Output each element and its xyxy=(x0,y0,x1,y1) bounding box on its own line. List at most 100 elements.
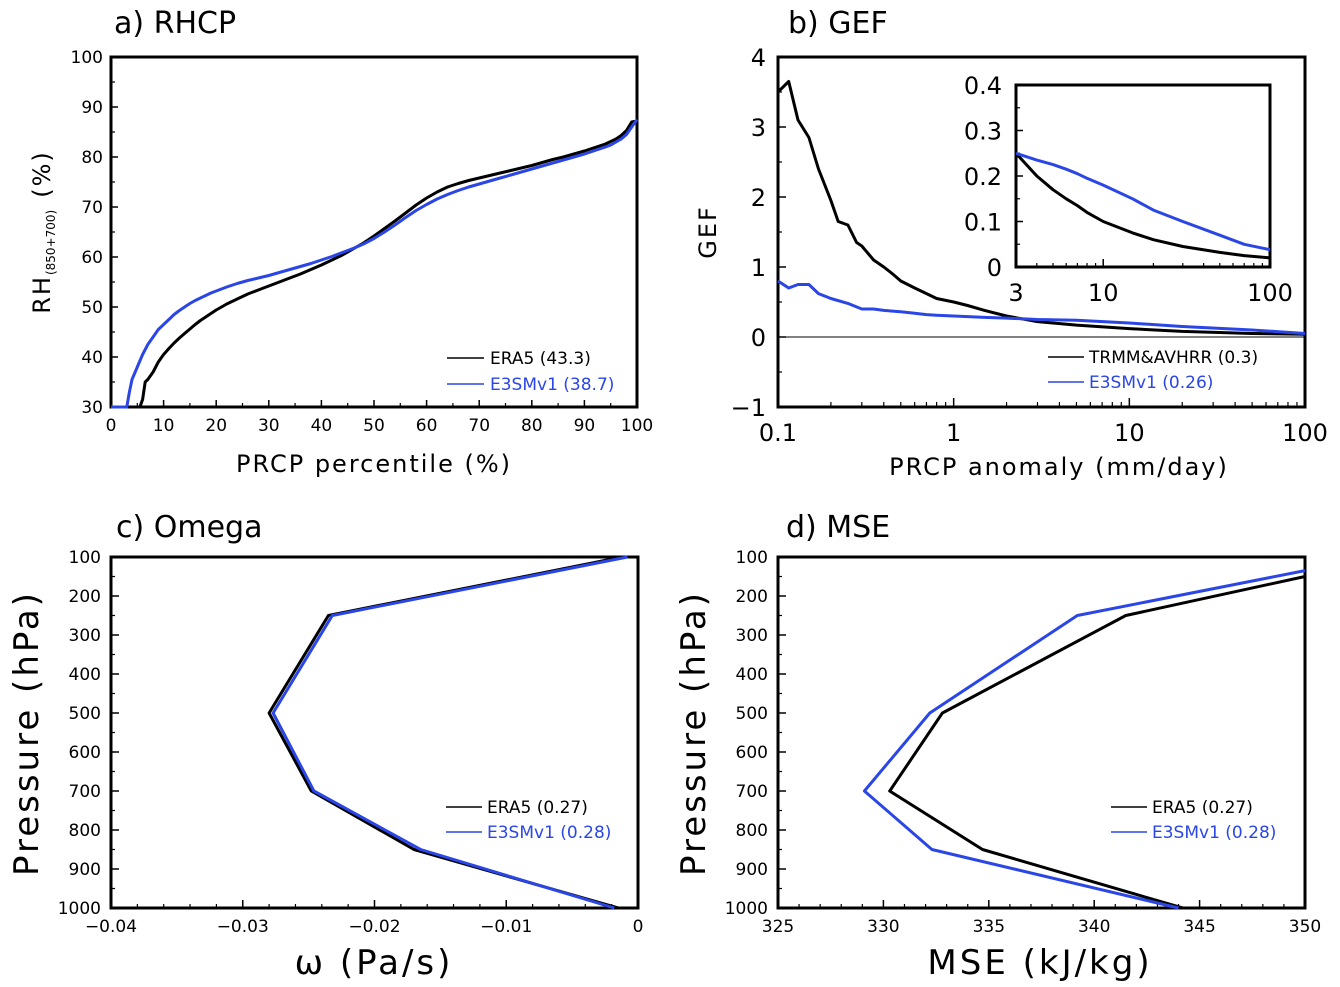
panel-a-xtick-label: 40 xyxy=(311,416,333,436)
panel-d-ytick-label: 300 xyxy=(736,626,768,646)
panel-a-ylabel-main: RH xyxy=(28,275,56,314)
panel-a-xtick-label: 90 xyxy=(574,416,596,436)
panel-a-ylabel: RH(850+700) (%) xyxy=(28,150,58,314)
panel-a-xtick-label: 30 xyxy=(258,416,280,436)
panel-d-series-1 xyxy=(888,575,1306,910)
panel-b-ylabel: GEF xyxy=(694,205,722,259)
panel-b-inset-ytick-label: 0.1 xyxy=(964,209,1002,237)
panel-d-ytick-label: 200 xyxy=(736,587,768,607)
panel-c-ytick-label: 800 xyxy=(69,821,101,841)
panel-d-ytick-label: 900 xyxy=(736,860,768,880)
panel-c-ytick-label: 100 xyxy=(69,548,101,568)
panel-b-inset-series-2 xyxy=(1015,151,1271,252)
panel-d-legend-era5: ERA5 (0.27) xyxy=(1152,798,1253,818)
panel-b-inset-xtick-label: 10 xyxy=(1088,279,1119,307)
panel-a-xtick-label: 50 xyxy=(363,416,385,436)
panel-c-ytick-label: 700 xyxy=(69,782,101,802)
panel-b-xtick-label: 0.1 xyxy=(759,419,797,447)
panel-c-ytick-label: 600 xyxy=(69,743,101,763)
panel-d-title: d) MSE xyxy=(786,510,890,545)
panel-b-inset-ytick-label: 0 xyxy=(987,254,1002,282)
panel-b-inset-series-1 xyxy=(1014,152,1271,260)
panel-d-legend-e3sm: E3SMv1 (0.28) xyxy=(1152,823,1276,843)
panel-b: b) GEF 0.1 1 10 100 −1 0 1 2 3 4 3 10 100 0 0.1 0.2 0.3… xyxy=(694,6,1328,481)
panel-c-series-2 xyxy=(271,555,628,910)
panel-a-xtick-label: 10 xyxy=(153,416,175,436)
panel-a-ytick-label: 90 xyxy=(81,98,103,118)
panel-a-xtick-label: 70 xyxy=(468,416,490,436)
panel-d-frame xyxy=(776,555,1307,910)
panel-d-ytick-label: 600 xyxy=(736,743,768,763)
panel-b-lines xyxy=(776,80,1306,338)
panel-d-ytick-label: 500 xyxy=(736,704,768,724)
panel-a-xtick-label: 80 xyxy=(521,416,543,436)
panel-a-legend-era5: ERA5 (43.3) xyxy=(490,349,591,369)
panel-c-title: c) Omega xyxy=(116,510,262,545)
panel-c-ytick-label: 300 xyxy=(69,626,101,646)
panel-c-series-1 xyxy=(267,555,623,910)
panel-c-ytick-label: 900 xyxy=(69,860,101,880)
panel-a-legend: ERA5 (43.3) E3SMv1 (38.7) xyxy=(447,349,614,395)
panel-d-legend: ERA5 (0.27) E3SMv1 (0.28) xyxy=(1111,798,1276,843)
panel-b-xlabel: PRCP anomaly (mm/day) xyxy=(889,453,1229,481)
panel-d-xtick-label: 325 xyxy=(762,917,794,937)
panel-d-xtick-label: 335 xyxy=(973,917,1005,937)
panel-c-xtick-label: −0.03 xyxy=(217,917,269,937)
panel-d-ytick-label: 700 xyxy=(736,782,768,802)
panel-d-ytick-label: 1000 xyxy=(725,899,768,919)
panel-b-ytick-label: 0 xyxy=(751,324,766,352)
panel-b-inset-lines xyxy=(1014,151,1271,260)
panel-b-series-1 xyxy=(776,80,1306,336)
panel-a: a) RHCP 0 10 20 30 40 50 60 70 80 90 100 30 40 50 60 70… xyxy=(28,6,653,478)
panel-d-xtick-label: 330 xyxy=(867,917,899,937)
panel-a-ytick-label: 30 xyxy=(81,398,103,418)
panel-d-ytick-label: 800 xyxy=(736,821,768,841)
panel-b-ytick-label: 4 xyxy=(751,44,766,72)
panel-b-inset-ticks: 3 10 100 0 0.1 0.2 0.3 0.4 xyxy=(964,72,1293,307)
panel-b-inset-xtick-label: 100 xyxy=(1247,279,1293,307)
panel-c-xtick-label: −0.02 xyxy=(348,917,400,937)
panel-c-xtick-label: 0 xyxy=(633,917,644,937)
panel-b-inset-ytick-label: 0.2 xyxy=(964,163,1002,191)
panel-c-ytick-label: 200 xyxy=(69,587,101,607)
panel-c-lines xyxy=(267,555,628,910)
panel-b-inset-ytick-label: 0.4 xyxy=(964,72,1002,100)
panel-b-xtick-label: 10 xyxy=(1114,419,1145,447)
panel-b-inset-xtick-label: 3 xyxy=(1008,279,1023,307)
panel-a-ytick-label: 70 xyxy=(81,198,103,218)
panel-d-lines xyxy=(862,569,1306,910)
panel-a-ytick-label: 50 xyxy=(81,298,103,318)
panel-c-xtick-label: −0.04 xyxy=(85,917,137,937)
panel-a-xtick-label: 20 xyxy=(205,416,227,436)
panel-b-legend-e3sm: E3SMv1 (0.26) xyxy=(1089,373,1213,393)
panel-a-xlabel: PRCP percentile (%) xyxy=(236,450,512,478)
panel-b-ytick-label: 3 xyxy=(751,114,766,142)
panel-b-legend: TRMM&AVHRR (0.3) E3SMv1 (0.26) xyxy=(1048,348,1258,393)
panel-a-ylabel-unit: (%) xyxy=(28,150,56,198)
panel-b-legend-trmm: TRMM&AVHRR (0.3) xyxy=(1088,348,1258,368)
panel-b-title: b) GEF xyxy=(788,6,888,41)
panel-a-legend-e3sm: E3SMv1 (38.7) xyxy=(490,375,614,395)
panel-c-xtick-label: −0.01 xyxy=(480,917,532,937)
panel-a-xtick-label: 0 xyxy=(106,416,117,436)
panel-a-series-2 xyxy=(111,118,639,409)
panel-c: c) Omega −0.04 −0.03 −0.02 −0.01 0 100 200 300 4… xyxy=(7,510,643,983)
panel-b-ytick-label: −1 xyxy=(731,394,766,422)
panel-b-series-2 xyxy=(777,279,1306,335)
panel-a-ytick-label: 40 xyxy=(81,348,103,368)
panel-c-ytick-label: 1000 xyxy=(58,899,101,919)
panel-a-ytick-label: 80 xyxy=(81,148,103,168)
panel-d-xtick-label: 350 xyxy=(1289,917,1321,937)
panel-d-xlabel: MSE (kJ/kg) xyxy=(927,943,1152,983)
panel-b-inset: 3 10 100 0 0.1 0.2 0.3 0.4 xyxy=(964,72,1293,307)
panel-c-ticks: −0.04 −0.03 −0.02 −0.01 0 100 200 300 400 500 600 7… xyxy=(58,548,644,937)
panel-a-ytick-label: 100 xyxy=(71,48,103,68)
panel-a-xtick-label: 60 xyxy=(416,416,438,436)
panel-c-legend-era5: ERA5 (0.27) xyxy=(487,798,588,818)
panel-b-inset-ytick-label: 0.3 xyxy=(964,118,1002,146)
panel-d-series-2 xyxy=(862,569,1306,910)
panel-d-ytick-label: 400 xyxy=(736,665,768,685)
panel-d-ylabel: Pressure (hPa) xyxy=(674,590,714,876)
panel-b-ytick-label: 2 xyxy=(751,184,766,212)
panel-d-ytick-label: 100 xyxy=(736,548,768,568)
